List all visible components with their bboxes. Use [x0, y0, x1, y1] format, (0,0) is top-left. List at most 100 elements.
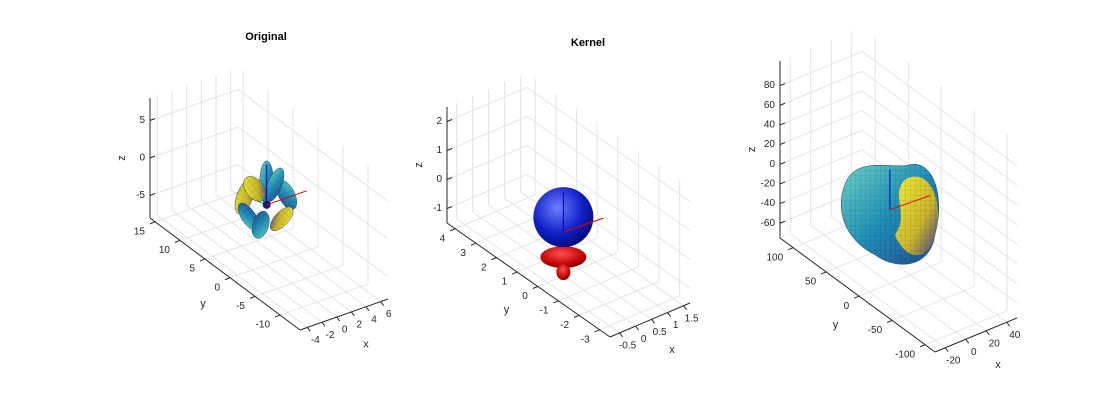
x-axis — [299, 298, 389, 331]
grid-line — [526, 116, 691, 231]
z-axis-label: z — [746, 147, 758, 153]
y-tick-label: -1 — [540, 306, 549, 317]
z-tick-label: 2 — [436, 116, 442, 127]
grid-line — [861, 51, 1018, 166]
tick-mark — [594, 329, 600, 333]
z-tick-label: 60 — [764, 100, 776, 111]
y-tick-label: 0 — [522, 291, 528, 302]
petal-mesh — [265, 167, 284, 202]
grid-line — [149, 126, 239, 159]
tick-mark — [779, 220, 786, 224]
tick-mark — [450, 228, 456, 232]
x-axis-label: x — [995, 359, 1001, 371]
grid-line — [858, 261, 942, 297]
tick-mark — [779, 201, 786, 205]
petal-mesh — [252, 211, 270, 239]
y-axis — [149, 217, 301, 331]
y-tick-label: 100 — [767, 252, 784, 263]
x-tick-label: -4 — [311, 335, 320, 346]
tick-mark — [446, 148, 453, 151]
grid-line — [446, 145, 528, 180]
y-tick-label: -2 — [560, 320, 569, 331]
x-tick-label: 6 — [386, 309, 392, 320]
tick-mark — [446, 206, 453, 209]
tick-mark — [174, 239, 181, 243]
grid-line — [237, 126, 389, 240]
z-tick-label: -5 — [136, 190, 145, 201]
petal-mesh — [243, 176, 266, 202]
tick-mark — [985, 330, 990, 336]
lobe-tail — [556, 264, 571, 281]
z-tick-label: -20 — [761, 179, 776, 190]
y-tick-label: 4 — [440, 233, 446, 244]
x-tick-label: -0.5 — [619, 341, 637, 352]
chart-title: Original — [245, 31, 287, 43]
grid-line — [254, 264, 344, 297]
surface — [234, 160, 307, 239]
tick-mark — [779, 142, 786, 146]
x-direction-line — [266, 190, 307, 206]
tick-mark — [779, 181, 786, 185]
y-axis-label: y — [833, 319, 839, 331]
grid-line — [237, 89, 389, 202]
grid-line — [779, 129, 863, 165]
grid-line — [537, 252, 618, 287]
z-tick-label: 20 — [764, 139, 776, 150]
grid-line — [157, 215, 308, 328]
tick-mark — [635, 325, 639, 331]
grid-line — [599, 295, 680, 331]
x-tick-label: 40 — [1009, 330, 1021, 341]
tick-mark — [350, 311, 355, 317]
y-tick-label: 0 — [844, 301, 850, 312]
tick-mark — [573, 314, 580, 318]
tick-mark — [274, 314, 281, 318]
y-axis — [779, 237, 936, 353]
z-axis-label: z — [413, 162, 425, 168]
grid-line — [201, 199, 352, 313]
tick-mark — [491, 257, 497, 261]
grid-line — [446, 174, 528, 209]
y-tick-label: -3 — [581, 334, 590, 345]
tick-mark — [149, 118, 156, 121]
z-tick-label: -40 — [761, 198, 776, 209]
y-tick-label: -5 — [236, 301, 245, 312]
x-direction-line — [889, 195, 931, 211]
x-axis-label: x — [363, 338, 369, 350]
grid-line — [779, 70, 863, 106]
y-tick-label: 3 — [460, 248, 466, 259]
y-axis-label: y — [504, 304, 510, 316]
grid-line — [558, 266, 639, 302]
z-tick-label: 0 — [139, 153, 145, 164]
x-direction-line — [563, 217, 604, 233]
x-tick-label: 0.5 — [653, 327, 667, 338]
tick-mark — [779, 102, 786, 106]
x-axis-label: x — [669, 344, 675, 356]
grid-line — [779, 90, 863, 126]
y-tick-label: -100 — [895, 349, 915, 360]
tick-mark — [651, 319, 655, 324]
x-axis — [934, 317, 1018, 353]
x-axis — [609, 302, 691, 338]
z-axis-label: z — [116, 155, 128, 161]
z-tick-label: 0 — [769, 159, 775, 170]
y-tick-label: 1 — [502, 277, 508, 288]
x-tick-label: 20 — [989, 338, 1001, 349]
tick-mark — [788, 247, 794, 251]
x-tick-label: 2 — [357, 320, 363, 331]
grid-line — [526, 87, 691, 202]
tick-mark — [446, 177, 453, 180]
grid-line — [455, 194, 536, 230]
tick-mark — [619, 332, 623, 338]
grid-line — [891, 286, 975, 321]
surface — [533, 187, 604, 281]
grid-line — [924, 310, 1008, 346]
tick-mark — [380, 301, 385, 306]
x-tick-label: 0 — [971, 347, 977, 358]
tick-mark — [553, 300, 559, 304]
y-axis — [446, 222, 611, 338]
tick-mark — [511, 271, 518, 275]
grid-line — [279, 283, 369, 316]
y-tick-label: 15 — [134, 226, 146, 237]
x-tick-label: -20 — [946, 355, 961, 366]
